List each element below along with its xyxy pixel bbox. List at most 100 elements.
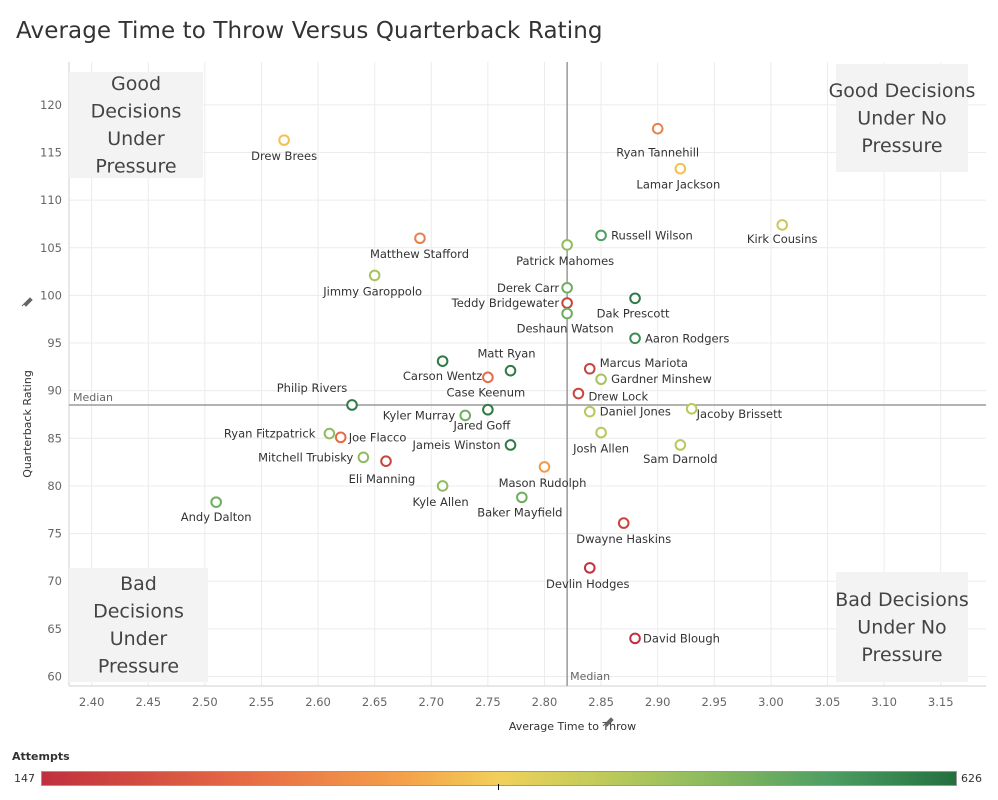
y-tick-label: 80 — [47, 479, 62, 493]
quadrant-bottom-right-label: Pressure — [861, 644, 942, 666]
quadrant-top-left-label: Good — [111, 73, 161, 95]
x-tick-label: 3.10 — [871, 695, 897, 709]
data-point — [334, 431, 347, 444]
data-point-label: Ryan Tannehill — [616, 146, 699, 160]
quadrant-bottom-left-box — [69, 568, 208, 682]
data-point-label: Drew Lock — [588, 390, 648, 404]
y-tick-label: 115 — [40, 146, 62, 160]
data-point — [776, 219, 789, 231]
data-point-label: Ryan Fitzpatrick — [224, 427, 316, 441]
data-point-label: Josh Allen — [572, 442, 629, 456]
data-point — [629, 332, 641, 345]
quadrant-bottom-left-label: Under — [110, 628, 168, 650]
data-point — [504, 439, 517, 451]
quadrant-bottom-right-label: Bad Decisions — [835, 589, 969, 611]
data-point-label: Mason Rudolph — [499, 476, 587, 490]
y-tick-label: 75 — [47, 527, 62, 541]
data-point-label: Matthew Stafford — [370, 247, 469, 261]
data-point-label: Lamar Jackson — [636, 178, 720, 192]
data-point-label: Devlin Hodges — [546, 577, 629, 591]
y-tick-label: 90 — [47, 384, 62, 398]
quadrant-top-left-label: Under — [107, 128, 165, 150]
data-point-label: Carson Wentz — [403, 369, 482, 383]
data-point-label: Deshaun Watson — [517, 322, 614, 336]
y-tick-label: 70 — [47, 574, 62, 588]
y-tick-label: 120 — [40, 98, 62, 112]
plot-area — [69, 62, 986, 686]
data-point-label: Philip Rivers — [277, 381, 348, 395]
quadrant-top-left-label: Decisions — [91, 101, 182, 123]
x-tick-label: 2.50 — [192, 695, 218, 709]
axis-ticks: 2.40 2.45 2.50 2.55 2.60 2.65 2.70 2.75 2.80 2.85… — [40, 98, 953, 709]
data-point-label: Gardner Minshew — [611, 372, 712, 386]
x-tick-label: 2.55 — [249, 695, 275, 709]
data-point — [380, 455, 392, 467]
data-point-label: Matt Ryan — [477, 347, 535, 361]
x-axis-title: Average Time to Throw — [509, 720, 636, 733]
data-point — [561, 281, 573, 294]
x-tick-label: 2.85 — [588, 695, 614, 709]
data-point — [561, 307, 573, 320]
quadrant-bottom-right-label: Under No — [857, 616, 946, 638]
data-point — [595, 229, 607, 242]
data-point-label: David Blough — [643, 631, 720, 645]
scatter-chart: Good Decisions Under Pressure Good Decisions… — [21, 62, 986, 733]
x-tick-label: 2.45 — [135, 695, 161, 709]
data-point-label: Jacoby Brissett — [696, 407, 783, 421]
data-point-label: Sam Darnold — [643, 452, 717, 466]
quadrant-top-left-box — [69, 72, 203, 178]
data-point-label: Drew Brees — [251, 149, 317, 163]
y-tick-label: 65 — [47, 622, 62, 636]
quadrant-top-right-label: Pressure — [861, 135, 942, 157]
data-point-label: Marcus Mariota — [600, 356, 688, 370]
data-point — [323, 427, 336, 440]
data-point-label: Jared Goff — [452, 419, 511, 433]
data-point — [459, 409, 472, 422]
data-point-label: Kyle Allen — [413, 495, 469, 509]
data-point — [583, 562, 596, 574]
data-point — [674, 162, 687, 175]
data-point — [346, 399, 358, 411]
data-point-label: Jimmy Garoppolo — [322, 284, 422, 298]
data-point — [504, 364, 517, 377]
data-point-label: Kirk Cousins — [747, 232, 818, 246]
y-tick-label: 105 — [40, 241, 62, 255]
data-point — [617, 517, 630, 529]
data-point-label: Russell Wilson — [611, 228, 693, 242]
quadrant-labels: Good Decisions Under Pressure Good Decisions… — [69, 64, 975, 682]
data-point — [629, 632, 641, 645]
quadrant-bottom-left-label: Pressure — [98, 656, 179, 678]
data-point — [629, 292, 641, 305]
data-point-label: Eli Manning — [349, 472, 416, 486]
chart-title: Average Time to Throw Versus Quarterback… — [16, 18, 603, 44]
data-point — [210, 496, 222, 508]
data-point-label: Kyler Murray — [383, 408, 456, 422]
median-x-label: Median — [570, 670, 610, 683]
data-point — [595, 373, 607, 386]
data-point-label: Joe Flacco — [348, 430, 407, 444]
x-tick-label: 2.70 — [418, 695, 444, 709]
y-tick-label: 95 — [47, 336, 62, 350]
x-tick-label: 3.00 — [758, 695, 784, 709]
quadrant-top-left-label: Pressure — [95, 156, 176, 178]
quadrant-top-right-label: Good Decisions — [829, 80, 976, 102]
y-tick-label: 60 — [47, 669, 62, 683]
data-point-label: Teddy Bridgewater — [451, 296, 560, 310]
data-point-label: Mitchell Trubisky — [258, 450, 353, 464]
grid-lines — [68, 62, 986, 687]
data-point — [583, 405, 596, 418]
median-lines: Median Median — [69, 62, 986, 686]
x-tick-label: 2.95 — [701, 695, 727, 709]
data-point-label: Andy Dalton — [181, 510, 252, 524]
data-point — [561, 239, 573, 251]
y-axis-title: Quarterback Rating — [21, 370, 34, 478]
y-tick-label: 110 — [40, 193, 62, 207]
data-point — [595, 426, 607, 439]
data-point — [278, 134, 290, 146]
data-point — [368, 269, 381, 282]
x-tick-label: 2.40 — [79, 695, 105, 709]
axis-labels: Average Time to Throw Quarterback Rating — [21, 297, 636, 733]
x-tick-label: 3.05 — [815, 695, 841, 709]
data-point-label: Daniel Jones — [600, 405, 671, 419]
data-point — [357, 451, 370, 464]
